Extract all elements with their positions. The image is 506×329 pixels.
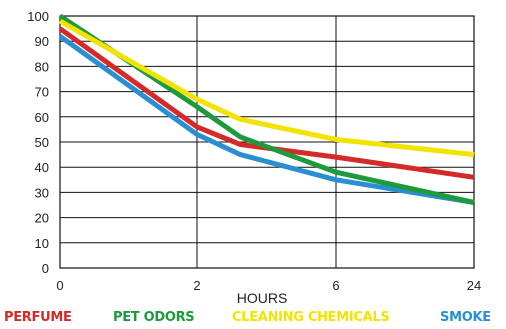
plot-frame [59, 15, 475, 269]
legend-item-smoke: SMOKE [440, 310, 491, 325]
series-line-perfume [58, 26, 475, 180]
y-tick-label-70: 70 [35, 85, 49, 100]
series-line-smoke [58, 34, 475, 205]
y-tick-label-60: 60 [35, 110, 49, 125]
y-tick-label-40: 40 [35, 160, 49, 175]
chart-series [58, 13, 475, 205]
y-tick-label-30: 30 [35, 185, 49, 200]
x-tick-label-0: 0 [56, 278, 63, 293]
x-axis-title: HOURS [237, 290, 288, 306]
y-tick-label-20: 20 [35, 211, 49, 226]
y-tick-label-10: 10 [35, 236, 49, 251]
y-tick-label-50: 50 [35, 135, 49, 150]
x-tick-labels: 0 2 6 24 [56, 278, 481, 293]
x-tick-label-2: 2 [193, 278, 200, 293]
legend-item-cleaning-chemicals: CLEANING CHEMICALS [232, 310, 390, 325]
line-chart: 0 10 20 30 40 50 60 70 80 90 100 0 2 6 24 HOURS [27, 9, 481, 306]
y-tick-label-80: 80 [35, 59, 49, 74]
y-tick-labels: 0 10 20 30 40 50 60 70 80 90 100 [27, 9, 49, 276]
y-tick-label-100: 100 [27, 9, 49, 24]
legend-item-perfume: PERFUME [4, 310, 72, 325]
y-tick-label-0: 0 [42, 261, 49, 276]
x-tick-label-24: 24 [467, 278, 481, 293]
y-tick-label-90: 90 [35, 34, 49, 49]
series-line-cleaning-chemicals [58, 18, 475, 158]
series-line-pet-odors [58, 13, 475, 205]
chart-legend: PERFUME PET ODORS CLEANING CHEMICALS SMOKE [0, 310, 506, 329]
legend-item-pet-odors: PET ODORS [113, 310, 195, 325]
x-tick-label-6: 6 [332, 278, 339, 293]
